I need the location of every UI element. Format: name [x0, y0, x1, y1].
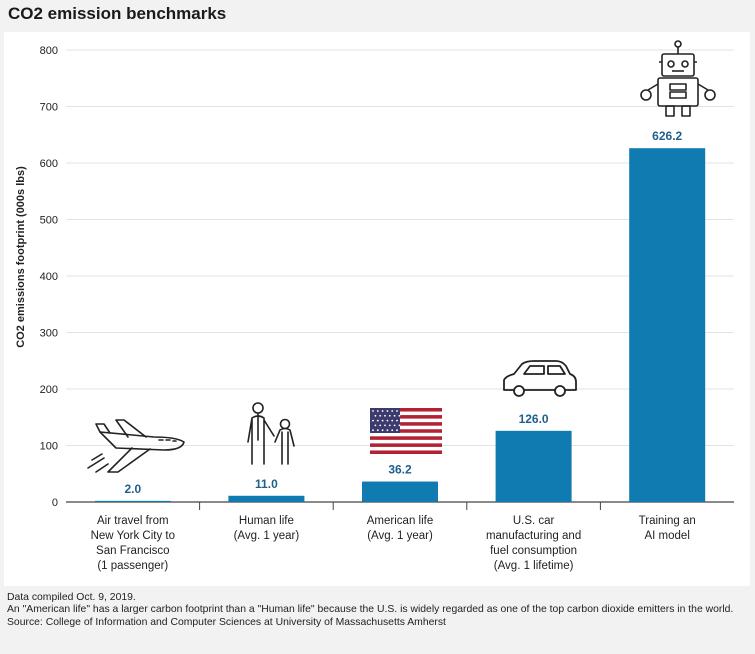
airplane-icon: [87, 419, 185, 473]
y-tick-label: 300: [40, 328, 58, 340]
x-tick-label: Human life (Avg. 1 year): [234, 515, 300, 542]
x-tick-label: Air travel from New York City to San Franc…: [91, 515, 175, 572]
y-tick-label: 200: [40, 384, 58, 396]
car-icon: [503, 360, 577, 397]
y-tick-label: 0: [52, 497, 58, 509]
note-explanation: An "American life" has a larger carbon f…: [7, 604, 734, 616]
data-label: 126.0: [519, 412, 549, 426]
x-tick-label: Training an AI model: [639, 515, 696, 542]
us-flag-icon: [370, 408, 442, 454]
chart-notes: Data compiled Oct. 9, 2019. An "American…: [7, 592, 747, 629]
y-axis-label: CO2 emissions footprint (000s lbs): [15, 166, 27, 348]
bar: [94, 500, 171, 502]
y-tick-label: 500: [40, 215, 58, 227]
bar: [495, 430, 572, 502]
bar-chart: 0 100 200 300 400 500 600 700 800 CO2 emissions …: [15, 40, 734, 572]
bar: [629, 148, 706, 502]
y-tick-label: 600: [40, 158, 58, 170]
data-label: 626.2: [652, 129, 682, 143]
bar: [362, 481, 438, 502]
x-tick-label: U.S. car manufacturing and fuel consumptio…: [486, 515, 581, 572]
data-label: 11.0: [255, 477, 278, 491]
y-tick-label: 700: [40, 102, 58, 114]
note-date: Data compiled Oct. 9, 2019.: [7, 592, 136, 603]
y-tick-label: 400: [40, 271, 58, 283]
chart-title: CO2 emission benchmarks: [8, 4, 227, 23]
chart-panel: 0 100 200 300 400 500 600 700 800 CO2 emissions …: [4, 32, 750, 586]
people-icon: [247, 402, 295, 465]
y-tick-label: 100: [40, 441, 58, 453]
x-axis-labels: Air travel from New York City to San Franc…: [91, 502, 696, 572]
y-axis-ticks: 0 100 200 300 400 500 600 700 800: [40, 45, 58, 509]
note-source: Source: College of Information and Compu…: [7, 616, 446, 628]
bars: [94, 148, 706, 502]
data-label: 36.2: [388, 463, 412, 477]
bar: [228, 495, 305, 502]
data-label: 2.0: [124, 482, 141, 496]
robot-icon: [640, 40, 716, 117]
data-labels: 2.0 11.0 36.2 126.0 626.2: [124, 129, 682, 496]
gridlines: [66, 49, 734, 503]
y-tick-label: 800: [40, 45, 58, 57]
x-tick-label: American life (Avg. 1 year): [367, 515, 433, 542]
